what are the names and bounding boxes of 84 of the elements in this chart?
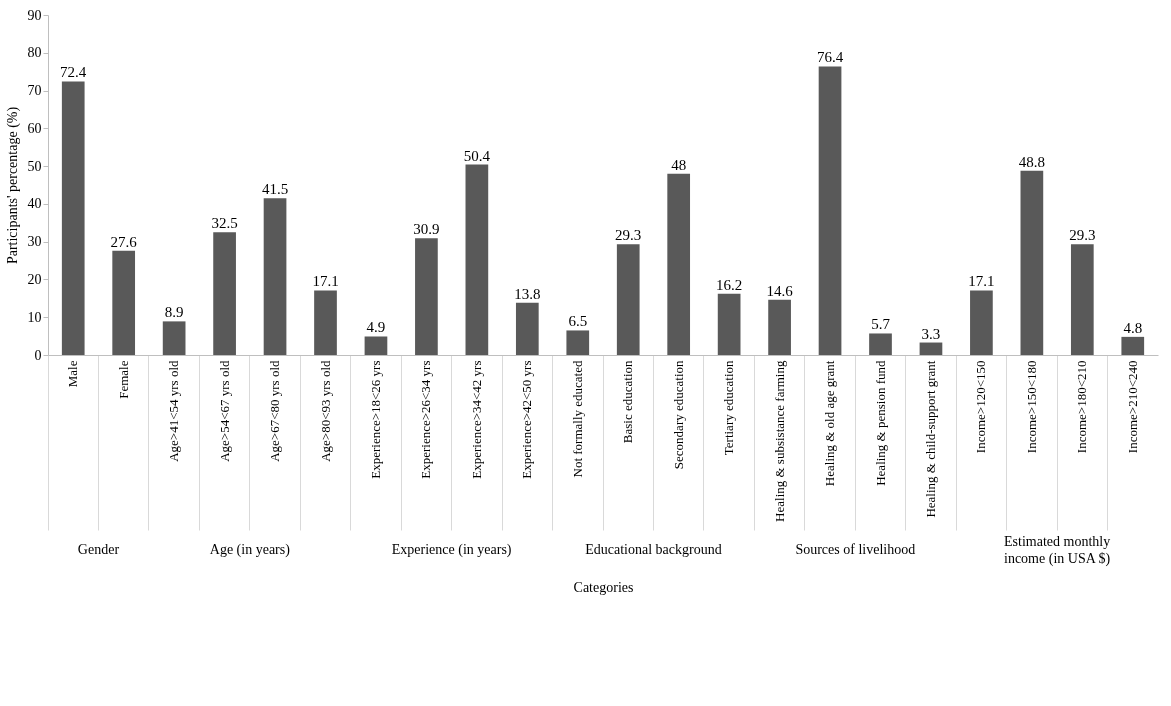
bar [970, 290, 993, 355]
y-tick-label: 50 [27, 158, 42, 174]
data-label: 76.4 [816, 49, 844, 66]
bar [566, 330, 590, 355]
x-tick-label: Age>54<67 yrs old [216, 360, 232, 462]
data-label: 4.9 [366, 319, 386, 336]
data-label: 13.8 [514, 285, 541, 302]
data-label: 16.2 [716, 276, 743, 293]
x-tick-label: Healing & child-support grant [922, 360, 938, 518]
bar [919, 342, 943, 355]
bar [465, 164, 489, 355]
data-label: 48 [671, 156, 687, 173]
bar [213, 232, 236, 355]
y-tick-label: 60 [27, 120, 42, 136]
x-tick-label: Age>41<54 yrs old [166, 360, 182, 462]
data-label: 27.6 [110, 233, 138, 250]
source-note: Sources of livelihood [795, 542, 916, 557]
bar [667, 173, 691, 355]
bar [616, 244, 640, 355]
bar [818, 66, 842, 355]
x-tick-label: Tertiary education [721, 360, 737, 456]
x-tick-label: Experience>34<42 yrs [468, 360, 484, 479]
x-axis-title: Categories [573, 580, 634, 595]
x-tick-label: Experience>18<26 yrs [367, 360, 383, 479]
bar [61, 81, 85, 355]
x-tick-label: Female [115, 360, 131, 399]
data-label: 50.4 [463, 147, 491, 164]
x-tick-label: Healing & old age grant [822, 360, 838, 487]
y-tick-label: 30 [27, 234, 42, 250]
data-label: 41.5 [261, 181, 289, 198]
data-label: 4.8 [1123, 319, 1143, 336]
data-label: 17.1 [312, 273, 339, 290]
bar [1121, 336, 1145, 355]
y-tick-label: 40 [27, 196, 42, 212]
x-tick-label: Age>80<93 yrs old [317, 360, 333, 462]
data-label: 8.9 [164, 304, 184, 321]
x-tick-label: Healing & subsistance farming [771, 360, 787, 522]
y-tick-label: 80 [27, 45, 42, 61]
y-tick-label: 10 [27, 309, 42, 325]
bar [1020, 170, 1044, 355]
bar [515, 302, 539, 355]
y-tick-label: 90 [27, 7, 42, 23]
data-label: 29.3 [615, 227, 642, 244]
bar [314, 290, 337, 355]
y-tick-label: 20 [27, 271, 42, 287]
data-label: 6.5 [568, 313, 588, 330]
bar [415, 238, 438, 355]
data-label: 29.3 [1069, 227, 1096, 244]
x-tick-label: Healing & pension fund [872, 360, 888, 486]
text: Estimated monthly income (in USA $) [1004, 534, 1111, 567]
data-label: 72.4 [60, 64, 87, 81]
data-label: 32.5 [211, 215, 238, 232]
x-tick-label: Income>150<180 [1023, 360, 1039, 454]
bar [112, 250, 136, 355]
text: Gender [77, 542, 120, 557]
data-label: 5.7 [871, 316, 891, 333]
data-label: 3.3 [921, 325, 941, 342]
bar [768, 299, 791, 355]
x-tick-label: Not formally educated [569, 360, 585, 478]
bar [162, 321, 186, 355]
bar [717, 293, 741, 355]
bar [1070, 244, 1094, 355]
bar [364, 336, 388, 355]
x-tick-label: Income>120<150 [973, 360, 989, 454]
bar [263, 198, 287, 355]
text: Age (in years) [209, 542, 291, 558]
text: Educational background [585, 542, 722, 557]
x-tick-label: Income>180<210 [1074, 360, 1090, 454]
y-tick-label: 0 [34, 347, 42, 363]
data-label: 30.9 [413, 221, 440, 238]
x-tick-label: Basic education [620, 360, 636, 444]
x-tick-label: Experience>26<34 yrs [418, 360, 434, 479]
y-axis-title: Participants' percentage (%) [4, 106, 21, 265]
text: Experience (in years) [391, 542, 512, 558]
x-tick-label: Age>67<80 yrs old [267, 360, 283, 462]
data-label: 48.8 [1018, 153, 1045, 170]
y-tick-label: 70 [27, 83, 42, 99]
x-tick-label: Experience>42<50 yrs [519, 360, 535, 479]
x-tick-label: Male [65, 360, 81, 388]
x-tick-label: Secondary education [670, 360, 686, 470]
data-label: 14.6 [766, 282, 794, 299]
bar [869, 333, 892, 355]
data-label: 17.1 [968, 273, 995, 290]
x-tick-label: Income>210<240 [1124, 360, 1140, 454]
